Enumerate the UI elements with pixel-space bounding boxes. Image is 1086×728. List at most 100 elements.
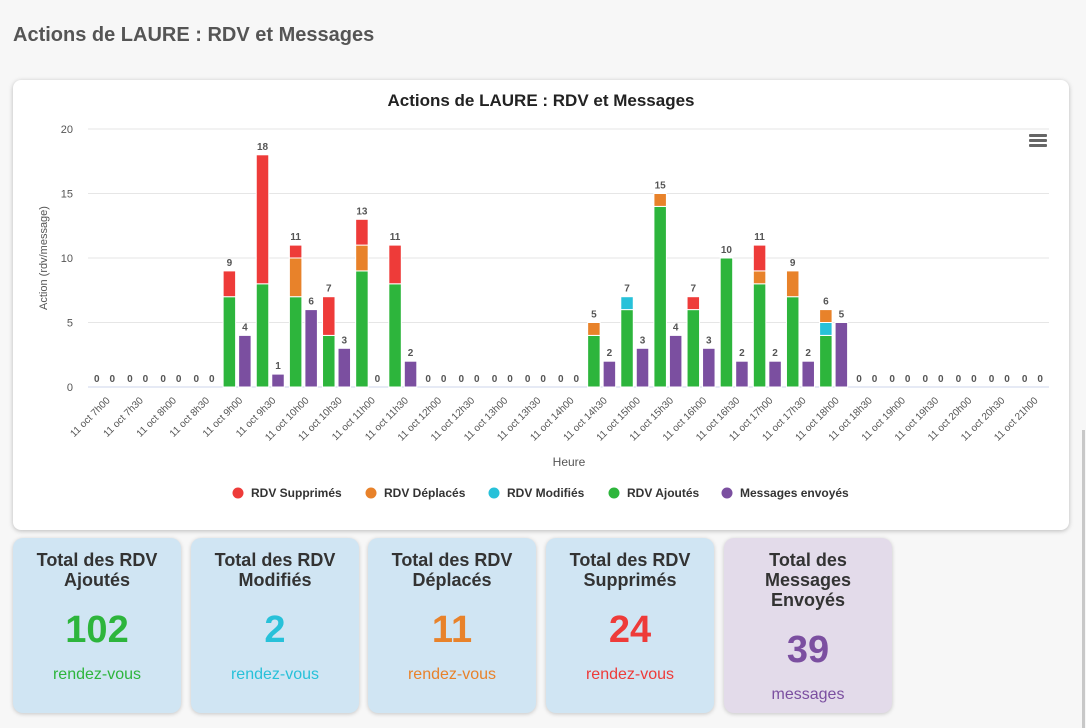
bar-ajoutes [587, 334, 601, 388]
bar-supprimes [222, 270, 237, 298]
data-label-messages: 3 [706, 335, 712, 346]
bar-ajoutes [388, 283, 402, 388]
chart-title: Actions de LAURE : RDV et Messages [387, 91, 694, 110]
data-label-messages: 3 [640, 335, 646, 346]
data-label-rdv: 0 [160, 374, 166, 385]
stat-title: Total des RDV Ajoutés [36, 550, 158, 590]
data-label-messages: 0 [441, 374, 447, 385]
data-label-messages: 0 [110, 374, 116, 385]
data-label-rdv: 7 [691, 284, 697, 295]
bar-supprimes [255, 154, 270, 285]
data-label-rdv: 0 [889, 374, 895, 385]
bar-deplaces [587, 322, 601, 336]
bar-ajoutes [653, 205, 667, 388]
data-label-messages: 0 [143, 374, 149, 385]
bar-supprimes [686, 296, 701, 311]
data-label-rdv: 0 [1022, 374, 1028, 385]
data-label-rdv: 9 [790, 258, 796, 269]
data-label-messages: 3 [342, 335, 348, 346]
data-label-rdv: 0 [558, 374, 564, 385]
data-label-messages: 0 [1004, 374, 1010, 385]
data-label-messages: 0 [872, 374, 878, 385]
stat-value: 24 [608, 609, 652, 651]
page-title: Actions de LAURE : RDV et Messages [13, 24, 375, 46]
stat-unit: messages [771, 686, 845, 703]
data-label-rdv: 9 [227, 258, 233, 269]
scrollbar[interactable] [1082, 430, 1085, 728]
stat-value: 11 [431, 609, 473, 651]
bar-ajoutes [322, 334, 336, 388]
legend-marker-deplaces [365, 487, 377, 499]
stat-card-messages: Total des Messages Envoyés 39 messages [724, 538, 892, 713]
bar-messages [337, 347, 352, 388]
bar-messages [668, 334, 683, 388]
bar-deplaces [819, 309, 833, 324]
bar-supprimes [288, 244, 303, 259]
data-label-rdv: 5 [591, 310, 597, 321]
bar-ajoutes [752, 283, 767, 388]
bar-supprimes [388, 244, 402, 285]
data-label-rdv: 0 [425, 374, 431, 385]
data-label-rdv: 0 [922, 374, 928, 385]
bar-deplaces [785, 270, 800, 298]
data-label-rdv: 0 [94, 374, 100, 385]
bar-messages [271, 373, 285, 388]
data-label-rdv: 7 [326, 284, 332, 295]
data-label-messages: 0 [1037, 374, 1043, 385]
data-label-messages: 0 [176, 374, 182, 385]
data-label-rdv: 18 [257, 142, 269, 153]
stat-card-deplaces: Total des RDV Déplacés 11 rendez-vous [368, 538, 536, 713]
bar-ajoutes [686, 309, 701, 388]
stat-card-ajoutes: Total des RDV Ajoutés 102 rendez-vous [13, 538, 181, 713]
bar-ajoutes [719, 257, 734, 388]
bar-deplaces [355, 244, 369, 272]
bar-messages [735, 360, 749, 388]
data-label-rdv: 0 [956, 374, 962, 385]
bar-ajoutes [620, 309, 634, 388]
data-label-rdv: 11 [390, 232, 401, 243]
chart-menu-icon[interactable] [1029, 134, 1047, 150]
data-label-rdv: 10 [721, 245, 733, 256]
legend-label-deplaces: RDV Déplacés [384, 486, 466, 500]
stacked-bar-chart: Actions de LAURE : RDV et Messages051015… [38, 91, 1049, 500]
data-label-rdv: 6 [823, 297, 829, 308]
bar-modifies [819, 322, 833, 336]
data-label-messages: 0 [938, 374, 944, 385]
data-label-messages: 2 [739, 348, 745, 359]
data-label-messages: 4 [242, 322, 248, 333]
bar-messages [702, 347, 716, 388]
stat-card-supprimes: Total des RDV Supprimés 24 rendez-vous [546, 538, 714, 713]
bar-messages [635, 347, 650, 388]
data-label-messages: 1 [275, 361, 281, 372]
legend-marker-modifies [488, 487, 500, 499]
legend-marker-messages [721, 487, 733, 499]
data-label-messages: 0 [971, 374, 977, 385]
bar-messages [834, 322, 849, 388]
y-tick-label: 0 [67, 382, 73, 394]
y-axis-label: Action (rdv/message) [38, 206, 50, 310]
data-label-rdv: 0 [459, 374, 465, 385]
data-label-messages: 6 [308, 297, 314, 308]
legend-label-supprimes: RDV Supprimés [251, 486, 342, 500]
y-tick-label: 15 [61, 189, 73, 201]
data-label-rdv: 0 [856, 374, 862, 385]
stat-card-modifies: Total des RDV Modifiés 2 rendez-vous [191, 538, 359, 713]
data-label-messages: 2 [607, 348, 613, 359]
stat-value: 39 [786, 629, 830, 671]
bar-ajoutes [785, 296, 800, 388]
data-label-messages: 2 [805, 348, 811, 359]
legend-label-ajoutes: RDV Ajoutés [627, 486, 700, 500]
bar-deplaces [653, 193, 667, 207]
bar-deplaces [288, 257, 303, 298]
data-label-messages: 0 [375, 374, 381, 385]
data-label-rdv: 13 [356, 206, 368, 217]
y-tick-label: 5 [67, 318, 73, 330]
data-label-messages: 0 [474, 374, 480, 385]
legend-label-messages: Messages envoyés [740, 486, 849, 500]
data-label-messages: 0 [905, 374, 911, 385]
data-label-messages: 0 [209, 374, 215, 385]
data-label-messages: 5 [839, 310, 845, 321]
bar-ajoutes [288, 296, 303, 388]
bar-messages [768, 360, 782, 388]
data-label-rdv: 0 [127, 374, 133, 385]
